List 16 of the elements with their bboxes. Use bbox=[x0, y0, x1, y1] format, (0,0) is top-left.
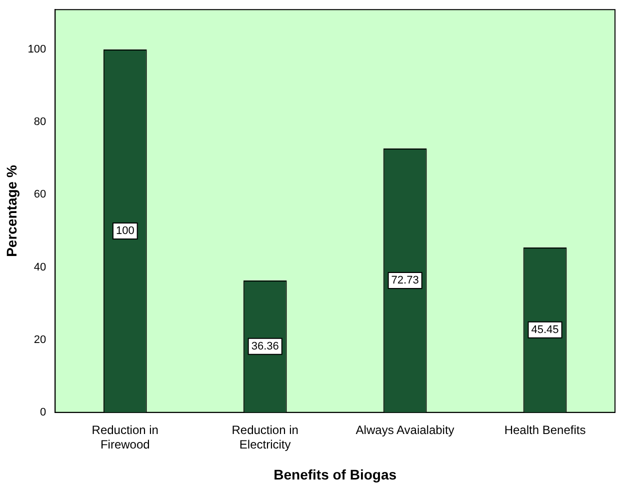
x-tick-label: Health Benefits bbox=[504, 422, 586, 437]
y-axis-title: Percentage % bbox=[3, 164, 20, 257]
data-label: 45.45 bbox=[531, 324, 559, 336]
x-tick-label: Reduction in Electricity bbox=[232, 422, 298, 452]
y-tick-label: 60 bbox=[34, 188, 46, 201]
x-tick-label: Always Avaialabity bbox=[356, 422, 454, 437]
y-tick-label: 0 bbox=[40, 406, 46, 418]
y-tick-label: 20 bbox=[34, 334, 46, 346]
y-tick-label: 80 bbox=[34, 116, 46, 128]
x-axis-title: Benefits of Biogas bbox=[274, 466, 397, 482]
y-tick-label: 100 bbox=[28, 44, 46, 56]
x-tick-label: Reduction in Firewood bbox=[92, 422, 158, 452]
data-label: 72.73 bbox=[391, 274, 419, 286]
y-tick-label: 40 bbox=[34, 261, 46, 274]
data-label: 36.36 bbox=[251, 340, 279, 352]
data-label: 100 bbox=[116, 224, 134, 237]
